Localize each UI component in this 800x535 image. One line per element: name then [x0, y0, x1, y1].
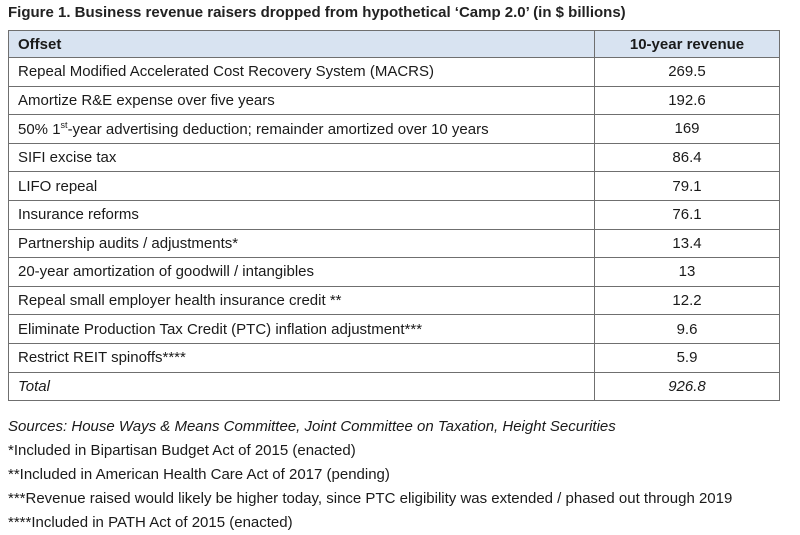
table-row: Restrict REIT spinoffs**** 5.9 — [8, 342, 780, 373]
total-value: 926.8 — [594, 371, 780, 402]
footnote: ***Revenue raised would likely be higher… — [8, 490, 733, 507]
offset-cell: 20-year amortization of goodwill / intan… — [8, 257, 595, 287]
table-row: LIFO repeal 79.1 — [8, 171, 780, 201]
table-row: 20-year amortization of goodwill / intan… — [8, 257, 780, 287]
revenue-cell: 79.1 — [594, 171, 780, 201]
sources-note: Sources: House Ways & Means Committee, J… — [8, 418, 616, 435]
table-row: SIFI excise tax 86.4 — [8, 142, 780, 173]
offset-cell: LIFO repeal — [8, 171, 595, 201]
notes-block: Sources: House Ways & Means Committee, J… — [8, 415, 732, 535]
offset-cell: Amortize R&E expense over five years — [8, 85, 595, 116]
footnote: *Included in Bipartisan Budget Act of 20… — [8, 442, 356, 459]
table-row: Amortize R&E expense over five years 192… — [8, 85, 780, 116]
figure-title: Figure 1. Business revenue raisers dropp… — [8, 4, 626, 21]
offset-cell: 50% 1st-year advertising deduction; rema… — [8, 114, 595, 144]
revenue-cell: 76.1 — [594, 199, 780, 230]
offset-cell: Restrict REIT spinoffs**** — [8, 342, 595, 373]
revenue-cell: 192.6 — [594, 85, 780, 116]
offset-text-prefix: 50% 1 — [18, 120, 61, 138]
offset-cell: SIFI excise tax — [8, 142, 595, 173]
revenue-cell: 12.2 — [594, 285, 780, 316]
revenue-cell: 269.5 — [594, 57, 780, 87]
revenue-cell: 13 — [594, 257, 780, 287]
table-row: Repeal small employer health insurance c… — [8, 285, 780, 316]
footnote: ****Included in PATH Act of 2015 (enacte… — [8, 514, 293, 531]
offset-cell: Partnership audits / adjustments* — [8, 228, 595, 259]
total-label: Total — [8, 371, 595, 402]
revenue-cell: 9.6 — [594, 314, 780, 344]
table-row: Repeal Modified Accelerated Cost Recover… — [8, 57, 780, 87]
ordinal-superscript: st — [60, 119, 68, 130]
offset-cell: Insurance reforms — [8, 199, 595, 230]
column-header-revenue: 10-year revenue — [594, 30, 780, 58]
total-row: Total 926.8 — [8, 371, 780, 402]
offset-cell: Repeal small employer health insurance c… — [8, 285, 595, 316]
table-row: 50% 1st-year advertising deduction; rema… — [8, 114, 780, 144]
revenue-cell: 13.4 — [594, 228, 780, 259]
offset-text-suffix: -year advertising deduction; remainder a… — [67, 120, 489, 138]
offset-cell: Repeal Modified Accelerated Cost Recover… — [8, 57, 595, 87]
revenue-cell: 5.9 — [594, 342, 780, 373]
revenue-table: Offset 10-year revenue Repeal Modified A… — [8, 30, 780, 402]
offset-cell: Eliminate Production Tax Credit (PTC) in… — [8, 314, 595, 344]
column-header-offset: Offset — [8, 30, 595, 58]
table-row: Eliminate Production Tax Credit (PTC) in… — [8, 314, 780, 344]
revenue-cell: 86.4 — [594, 142, 780, 173]
table-row: Insurance reforms 76.1 — [8, 199, 780, 230]
table-row: Partnership audits / adjustments* 13.4 — [8, 228, 780, 259]
footnote: **Included in American Health Care Act o… — [8, 466, 390, 483]
revenue-cell: 169 — [594, 114, 780, 144]
table-header-row: Offset 10-year revenue — [8, 30, 780, 58]
